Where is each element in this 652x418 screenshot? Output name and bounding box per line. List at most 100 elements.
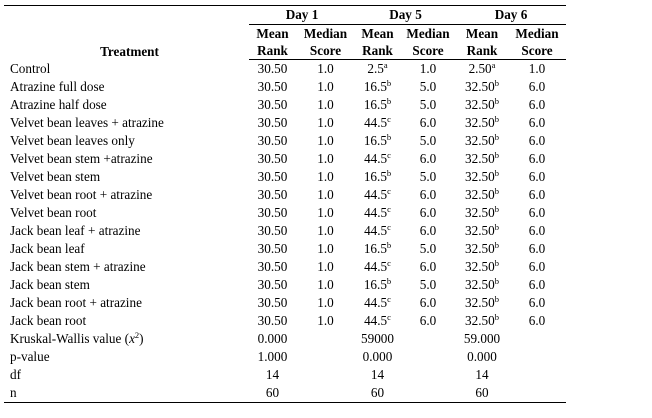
day6-mean-rank: 32.50b xyxy=(465,222,499,238)
day5-mean-rank: 16.5b xyxy=(363,96,392,112)
day6-letter: b xyxy=(494,78,499,88)
day6-letter: b xyxy=(494,132,499,142)
treatment-name: Velvet bean root + atrazine xyxy=(10,187,153,202)
day5-letter: c xyxy=(387,186,391,196)
day5-median-score: 5.0 xyxy=(419,277,437,292)
day5-letter: b xyxy=(386,240,392,250)
day6-mean-rank: 32.50b xyxy=(465,258,499,274)
day6-letter: b xyxy=(494,240,499,250)
table-body: Control 30.50 1.0 2.5a 1.0 2.50a 1.0 Atr… xyxy=(4,60,630,331)
day6-median-score: 6.0 xyxy=(528,151,546,166)
day5-median-score: 6.0 xyxy=(419,295,437,310)
day1-median-score: 1.0 xyxy=(317,295,334,310)
day6-mean-rank: 2.50a xyxy=(468,60,496,76)
median-score-header: Median Score xyxy=(400,24,456,60)
day1-median-score: 1.0 xyxy=(317,151,334,166)
median-score-header: Median Score xyxy=(296,24,355,60)
day5-letter: c xyxy=(387,258,391,268)
day6-mean-rank: 32.50b xyxy=(465,312,499,328)
day6-median-score: 6.0 xyxy=(528,97,546,112)
day5-median-score: 6.0 xyxy=(419,115,437,130)
day5-mean-rank: 2.5a xyxy=(367,60,388,76)
treatment-name: Jack bean stem + atrazine xyxy=(10,259,146,274)
treatment-name: Atrazine half dose xyxy=(10,97,107,112)
day6-mean-rank: 32.50b xyxy=(465,78,499,94)
day1-median-score: 1.0 xyxy=(317,205,334,220)
day6-letter: b xyxy=(494,294,499,304)
day6-median-score: 1.0 xyxy=(528,61,546,76)
treatment-name: Velvet bean root xyxy=(10,205,97,220)
day1-mean-rank: 30.50 xyxy=(257,295,288,310)
day6-median-score: 6.0 xyxy=(528,313,546,328)
df-label: df xyxy=(10,367,21,382)
day6-median-score: 6.0 xyxy=(528,79,546,94)
day6-mean-rank: 32.50b xyxy=(465,150,499,166)
day1-mean-rank: 30.50 xyxy=(257,115,288,130)
pvalue-day6: 0.000 xyxy=(467,349,497,364)
day5-median-score: 6.0 xyxy=(419,223,437,238)
day1-mean-rank: 30.50 xyxy=(257,223,288,238)
day6-median-score: 6.0 xyxy=(528,241,546,256)
day6-letter: b xyxy=(494,168,499,178)
day5-letter: c xyxy=(387,204,391,214)
day1-median-score: 1.0 xyxy=(317,313,334,328)
treatment-name: Velvet bean stem xyxy=(10,169,101,184)
day5-mean-rank: 44.5c xyxy=(364,186,391,202)
day6-mean-rank: 32.50b xyxy=(465,240,499,256)
kruskal-wallis-row: Kruskal-Wallis value (x2) 0.000 59000 59… xyxy=(4,330,630,348)
table-row: Velvet bean stem +atrazine 30.50 1.0 44.… xyxy=(4,150,630,168)
day1-header: Day 1 xyxy=(249,5,355,25)
day6-mean-rank: 32.50b xyxy=(465,132,499,148)
table-row: Jack bean leaf 30.50 1.0 16.5b 5.0 32.50… xyxy=(4,240,630,258)
day6-median-score: 6.0 xyxy=(528,187,546,202)
day1-median-score: 1.0 xyxy=(317,79,334,94)
day6-letter: b xyxy=(494,222,499,232)
day1-mean-rank: 30.50 xyxy=(257,313,288,328)
treatment-header: Treatment xyxy=(4,5,249,60)
day1-mean-rank: 30.50 xyxy=(257,97,288,112)
table-row: Atrazine full dose 30.50 1.0 16.5b 5.0 3… xyxy=(4,78,630,96)
day6-letter: b xyxy=(494,276,499,286)
mean-rank-header: Mean Rank xyxy=(456,24,508,60)
day6-mean-rank: 32.50b xyxy=(465,96,499,112)
day1-mean-rank: 30.50 xyxy=(257,277,288,292)
day1-median-score: 1.0 xyxy=(317,223,334,238)
table-row: Jack bean stem + atrazine 30.50 1.0 44.5… xyxy=(4,258,630,276)
day5-median-score: 6.0 xyxy=(419,187,437,202)
day6-median-score: 6.0 xyxy=(528,223,546,238)
day6-letter: b xyxy=(494,96,499,106)
day5-letter: b xyxy=(386,78,392,88)
kw-day1: 0.000 xyxy=(257,331,288,346)
treatment-name: Velvet bean stem +atrazine xyxy=(10,151,153,166)
day5-letter: b xyxy=(386,132,392,142)
day5-mean-rank: 44.5c xyxy=(364,222,391,238)
day5-mean-rank: 16.5b xyxy=(363,78,392,94)
treatment-name: Jack bean stem xyxy=(10,277,90,292)
day5-letter: c xyxy=(387,222,391,232)
day6-median-score: 6.0 xyxy=(528,169,546,184)
day1-mean-rank: 30.50 xyxy=(257,79,288,94)
day6-letter: b xyxy=(494,114,499,124)
day6-median-score: 6.0 xyxy=(528,133,546,148)
day1-mean-rank: 30.50 xyxy=(257,241,288,256)
median-score-header: Median Score xyxy=(508,24,566,60)
day1-mean-rank: 30.50 xyxy=(257,151,288,166)
day1-mean-rank: 30.50 xyxy=(257,169,288,184)
treatment-name: Velvet bean leaves + atrazine xyxy=(10,115,164,130)
day6-median-score: 6.0 xyxy=(528,277,546,292)
results-table: Treatment Day 1 Day 5 Day 6 Mean Rank Med… xyxy=(4,5,630,403)
mean-rank-header: Mean Rank xyxy=(355,24,400,60)
treatment-name: Atrazine full dose xyxy=(10,79,105,94)
day5-median-score: 6.0 xyxy=(419,151,437,166)
treatment-name: Jack bean leaf + atrazine xyxy=(10,223,141,238)
day5-letter: c xyxy=(387,294,391,304)
day6-letter: b xyxy=(494,312,499,322)
table-row: Velvet bean root 30.50 1.0 44.5c 6.0 32.… xyxy=(4,204,630,222)
day5-letter: c xyxy=(387,150,391,160)
day1-median-score: 1.0 xyxy=(317,277,334,292)
day1-median-score: 1.0 xyxy=(317,259,334,274)
day1-median-score: 1.0 xyxy=(317,115,334,130)
n-day1: 60 xyxy=(249,384,296,403)
day6-letter: a xyxy=(491,60,496,70)
day5-median-score: 5.0 xyxy=(419,169,437,184)
